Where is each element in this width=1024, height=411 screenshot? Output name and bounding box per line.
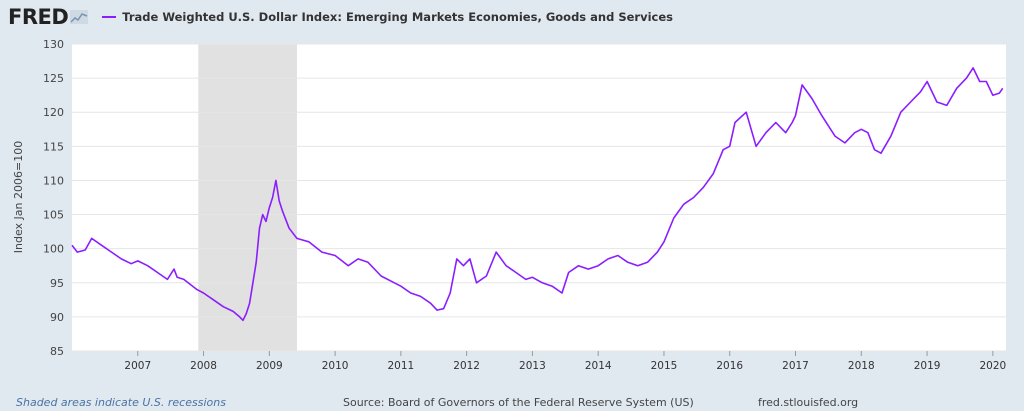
y-axis-label: Index Jan 2006=100: [12, 141, 25, 253]
grid-layer: [72, 43, 1006, 352]
x-tick-label: 2020: [979, 360, 1006, 372]
source-note: Source: Board of Governors of the Federa…: [343, 396, 694, 409]
x-tick-label: 2013: [519, 360, 546, 372]
legend-label: Trade Weighted U.S. Dollar Index: Emergi…: [122, 10, 673, 24]
site-link[interactable]: fred.stlouisfed.org: [758, 396, 859, 409]
x-tick-label: 2009: [256, 360, 283, 372]
x-axis-ticks: 2007 2008 2009 2010 2011 2012 2013 2014 2015 2016…: [124, 351, 1006, 372]
chart-header: FRED Trade Weighted U.S. Dollar Index: E…: [8, 4, 673, 30]
x-tick-label: 2017: [782, 360, 809, 372]
recession-note: Shaded areas indicate U.S. recessions: [16, 396, 226, 409]
y-tick-label: 110: [43, 174, 64, 187]
x-tick-label: 2018: [848, 360, 875, 372]
recession-band: [198, 44, 297, 351]
y-axis-ticks: 85 90 95 100 105 110 115 120 125 130: [43, 38, 64, 358]
series-line[interactable]: [71, 67, 1004, 322]
line-chart-icon: [70, 10, 89, 24]
y-tick-label: 130: [43, 38, 64, 51]
y-tick-label: 100: [43, 243, 64, 256]
y-tick-label: 95: [50, 277, 64, 290]
y-tick-label: 115: [43, 140, 64, 153]
y-tick-label: 85: [50, 345, 64, 358]
x-tick-label: 2016: [716, 360, 743, 372]
x-tick-label: 2015: [651, 360, 678, 372]
y-tick-label: 120: [43, 106, 64, 119]
recession-layer: [198, 44, 297, 351]
x-tick-label: 2019: [914, 360, 941, 372]
chart-svg: 85 90 95 100 105 110 115 120 125 130 2007 2008 2009…: [12, 38, 1006, 372]
y-tick-label: 105: [43, 209, 64, 222]
y-tick-label: 90: [50, 311, 64, 324]
x-tick-label: 2014: [585, 360, 612, 372]
fred-logo[interactable]: FRED: [8, 5, 89, 29]
x-tick-label: 2008: [190, 360, 217, 372]
legend-item[interactable]: Trade Weighted U.S. Dollar Index: Emergi…: [102, 10, 673, 24]
y-tick-label: 125: [43, 72, 64, 85]
x-tick-label: 2010: [322, 360, 349, 372]
x-tick-label: 2011: [388, 360, 415, 372]
x-tick-label: 2007: [124, 360, 151, 372]
x-tick-label: 2012: [453, 360, 480, 372]
fred-logo-text: FRED: [8, 5, 69, 29]
legend-swatch: [102, 16, 117, 18]
